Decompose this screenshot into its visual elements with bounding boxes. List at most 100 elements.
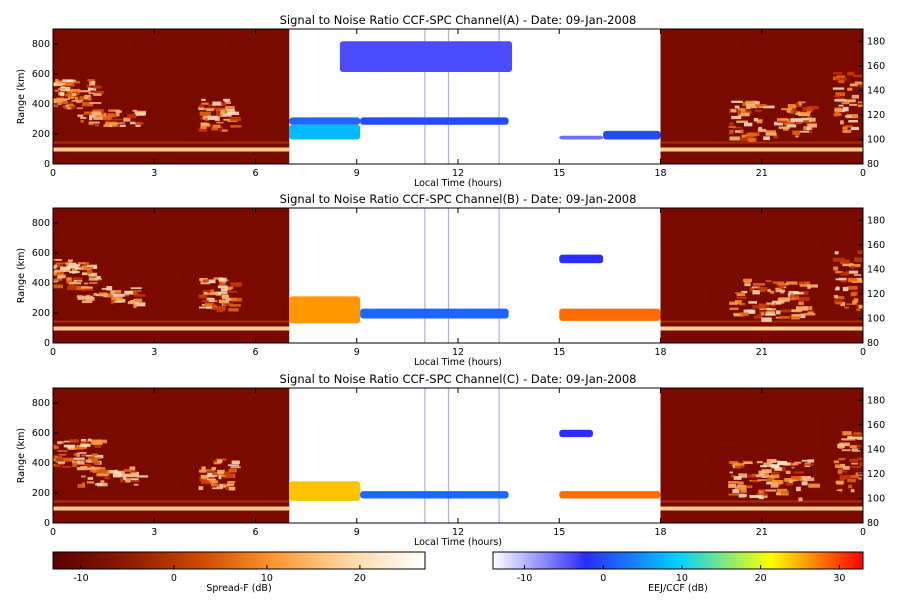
spread-f-plume (130, 300, 135, 303)
eej-echo-band (289, 481, 361, 501)
spread-f-plume (77, 483, 86, 488)
spread-f-plume (206, 297, 213, 302)
spread-f-plume (758, 106, 767, 108)
eej-echo-band (559, 135, 604, 140)
spread-f-plume (57, 275, 65, 279)
spread-f-plume (125, 478, 131, 483)
spread-f-plume (730, 474, 736, 478)
spread-f-plume (213, 124, 221, 129)
spread-f-plume (70, 88, 81, 94)
spread-f-plume (801, 459, 808, 462)
spread-f-plume (849, 103, 858, 106)
spread-f-plume (220, 288, 228, 292)
spread-f-plume (799, 306, 804, 310)
spread-f-plume (729, 471, 733, 474)
spread-f-plume (789, 108, 797, 114)
spread-f-plume (53, 458, 56, 461)
spread-f-plume (765, 308, 772, 310)
spread-f-plume (134, 302, 146, 307)
spread-f-plume (78, 452, 87, 454)
spread-f-plume (56, 271, 64, 275)
left-y-tick-label: 600 (32, 248, 50, 259)
spread-f-plume (728, 125, 736, 128)
spread-f-plume (791, 295, 799, 300)
spread-f-plume (123, 473, 133, 477)
spread-f-plume (739, 312, 749, 317)
spread-f-plume (756, 314, 763, 319)
spread-f-plume (770, 484, 779, 488)
spread-f-plume (847, 71, 855, 76)
spread-f-plume (93, 461, 101, 465)
spread-f-plume (219, 113, 232, 117)
spread-f-plume (780, 309, 792, 313)
spread-f-plume (55, 80, 62, 83)
spread-f-plume (88, 121, 100, 124)
spread-f-plume (743, 122, 753, 127)
left-y-axis-label: Range (km) (16, 248, 27, 303)
spread-f-plume (771, 471, 780, 474)
spread-f-plume (850, 292, 857, 297)
spread-f-plume (100, 480, 105, 483)
spread-f-plume (218, 277, 227, 282)
spread-f-plume (89, 114, 96, 118)
spread-f-plume (832, 87, 845, 90)
spread-f-plume (799, 111, 811, 114)
spread-f-plume (776, 283, 785, 286)
spread-f-plume (87, 87, 97, 91)
spread-f-plume (93, 93, 102, 96)
spread-f-plume (753, 283, 766, 286)
panel-title: Signal to Noise Ratio CCF-SPC Channel(B)… (280, 192, 637, 206)
spread-f-plume (859, 461, 863, 467)
spread-f-plume (836, 489, 843, 492)
spread-f-plume (70, 447, 78, 450)
spread-f-plume (77, 114, 84, 117)
spread-f-plume (803, 120, 810, 123)
spread-f-colorbar: -10 0 10 20 Spread-F (dB) (52, 551, 426, 594)
spread-f-plume (770, 290, 775, 294)
colorbar-tick-label: 0 (171, 573, 177, 584)
spread-f-low-band (53, 506, 290, 511)
x-tick-label: 9 (354, 527, 360, 538)
spread-f-plume (731, 461, 740, 464)
spread-f-plume (795, 111, 801, 116)
right-y-tick-label: 160 (867, 240, 885, 251)
x-tick-label: 18 (654, 168, 666, 179)
spread-f-plume (93, 116, 103, 120)
spread-f-plume (53, 463, 56, 466)
spread-f-plume (221, 475, 226, 478)
spread-f-plume (81, 475, 86, 478)
spread-f-plume (83, 262, 90, 266)
spread-f-plume (849, 445, 857, 449)
spread-f-low-band (660, 147, 863, 152)
spread-f-plume (55, 445, 59, 449)
spread-f-plume (742, 102, 749, 107)
spread-f-plume (798, 113, 810, 117)
spread-f-plume (69, 270, 80, 274)
spread-f-plume (63, 444, 76, 448)
spread-f-plume (55, 461, 65, 464)
spread-f-plume (733, 312, 743, 315)
spread-f-plume (94, 457, 102, 460)
eej-echo-band (360, 491, 509, 499)
spread-f-plume (91, 453, 98, 457)
spread-f-plume (792, 463, 799, 466)
spread-f-plume (130, 471, 137, 474)
left-y-tick-label: 400 (32, 99, 50, 110)
spread-f-plume (136, 475, 149, 478)
spread-f-plume (857, 436, 863, 440)
spread-f-plume (807, 123, 818, 128)
spread-f-plume (836, 286, 840, 290)
spread-f-plume (760, 470, 769, 476)
left-y-tick-label: 0 (44, 518, 50, 529)
spread-f-plume (834, 111, 840, 114)
spread-f-plume (736, 120, 748, 123)
spread-f-plume (82, 101, 94, 107)
eej-ccf-colorbar: -10 0 10 20 30 EEJ/CCF (dB) (492, 551, 864, 594)
spread-f-plume (101, 287, 108, 290)
spread-f-plume (217, 469, 225, 474)
spread-f-plume (788, 291, 799, 294)
spread-f-plume (91, 111, 101, 116)
spread-f-plume (119, 124, 126, 127)
spread-f-plume (91, 441, 97, 445)
spread-f-plume (729, 307, 739, 310)
